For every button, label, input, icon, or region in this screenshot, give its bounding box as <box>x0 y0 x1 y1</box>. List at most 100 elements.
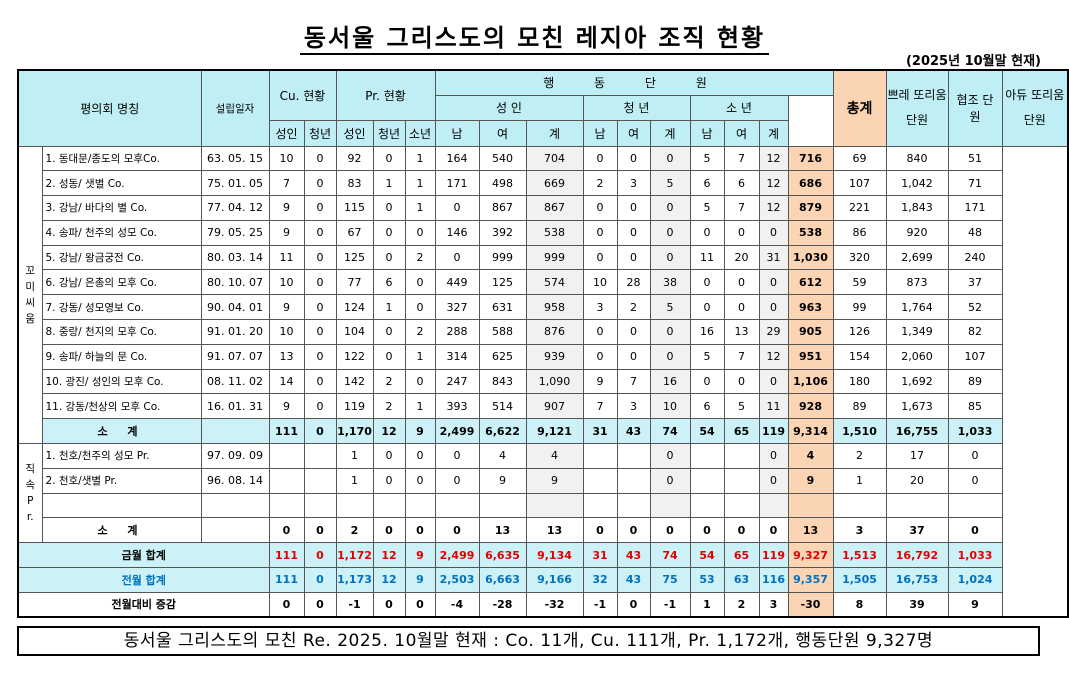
value-cell <box>268 467 305 494</box>
value-cell: 907 <box>525 393 584 420</box>
value-cell: 82 <box>947 319 1003 345</box>
value-cell: 1,033 <box>947 418 1003 445</box>
founded-date: 79. 05. 25 <box>200 219 270 246</box>
value-cell: 171 <box>434 170 480 197</box>
value-cell: 6,622 <box>478 418 527 445</box>
value-cell: 125 <box>335 244 374 271</box>
previous-month-row: 전월 합계 111 0 1,173 12 9 2,503 6,663 9,166 32 43 75 53… <box>17 567 1068 593</box>
value-cell: 1 <box>335 467 374 494</box>
subheader-cell: 청년 <box>303 119 337 147</box>
value-cell: 1,513 <box>832 542 887 569</box>
subheader-cell: 남 <box>689 119 725 147</box>
value-cell: 2 <box>832 443 887 469</box>
value-cell: 0 <box>758 443 789 469</box>
value-cell: 2,499 <box>434 418 480 445</box>
value-cell <box>947 492 1003 519</box>
value-cell: 1 <box>404 170 436 197</box>
value-cell: 146 <box>434 219 480 246</box>
value-cell: 10 <box>582 269 618 296</box>
value-cell <box>689 443 725 469</box>
value-cell: 1 <box>404 343 436 370</box>
value-cell: 0 <box>303 393 337 420</box>
subheader-cell: 청년 <box>372 119 406 147</box>
table-row: 3. 강남/ 바다의 별 Co. 77. 04. 12 9 0 115 0 1 0 867 867… <box>18 195 1068 221</box>
value-cell: 9 <box>947 591 1003 618</box>
value-cell: 0 <box>303 591 337 618</box>
table-row: 9. 송파/ 하늘의 문 Co. 91. 07. 07 13 0 122 0 1 314 625… <box>18 343 1068 370</box>
value-cell: 13 <box>525 517 584 544</box>
value-cell: 498 <box>478 170 527 197</box>
table-row: 4. 송파/ 천주의 성모 Co. 79. 05. 25 9 0 67 0 0 146 392 5… <box>18 219 1068 246</box>
value-cell: 0 <box>649 443 691 469</box>
value-cell: 0 <box>404 443 436 469</box>
value-cell: 9,357 <box>787 567 834 593</box>
subheader-cell: 계 <box>525 119 584 147</box>
value-cell: 31 <box>582 542 618 569</box>
value-cell: 1,505 <box>832 567 887 593</box>
value-cell: 63 <box>723 567 760 593</box>
value-cell: 0 <box>434 195 480 221</box>
value-cell <box>303 492 337 519</box>
council-name: 9. 송파/ 하늘의 문 Co. <box>41 343 202 370</box>
value-cell: 1,764 <box>885 294 949 321</box>
value-cell: 154 <box>832 343 887 370</box>
subheader-cell: 남 <box>434 119 480 147</box>
value-cell: -30 <box>787 591 834 618</box>
subheader-cell: 남 <box>582 119 618 147</box>
value-cell: 1,106 <box>787 368 834 395</box>
value-cell: 124 <box>335 294 374 321</box>
value-cell: 1,673 <box>885 393 949 420</box>
value-cell: 0 <box>689 219 725 246</box>
value-cell: 16,792 <box>885 542 949 569</box>
value-cell: 7 <box>723 195 760 221</box>
value-cell: 0 <box>947 443 1003 469</box>
value-cell: 75 <box>649 567 691 593</box>
value-cell: 449 <box>434 269 480 296</box>
value-cell: 538 <box>787 219 834 246</box>
value-cell: 1,510 <box>832 418 887 445</box>
value-cell: 12 <box>372 542 406 569</box>
value-cell: 240 <box>947 244 1003 271</box>
value-cell: 0 <box>372 443 406 469</box>
report-date: (2025년 10월말 현재) <box>905 54 1041 69</box>
value-cell: 686 <box>787 170 834 197</box>
value-cell: 2 <box>372 368 406 395</box>
council-name: 2. 천호/샛별 Pr. <box>41 467 202 494</box>
value-cell: 2,060 <box>885 343 949 370</box>
value-cell: 939 <box>525 343 584 370</box>
value-cell: 0 <box>372 343 406 370</box>
value-cell <box>478 492 527 519</box>
value-cell: 69 <box>832 145 887 172</box>
value-cell <box>372 492 406 519</box>
value-cell: 5 <box>689 343 725 370</box>
value-cell: 0 <box>372 195 406 221</box>
value-cell: 876 <box>525 319 584 345</box>
value-cell: 5 <box>689 195 725 221</box>
value-cell: 6 <box>372 269 406 296</box>
value-cell: 0 <box>434 517 480 544</box>
council-name: 1. 동대문/종도의 모후Co. <box>41 145 202 172</box>
value-cell: 879 <box>787 195 834 221</box>
subheader-cell: 계 <box>758 119 789 147</box>
value-cell: 1,042 <box>885 170 949 197</box>
council-name: 8. 중랑/ 천지의 모후 Co. <box>41 319 202 345</box>
page-title: 동서울 그리스도의 모친 레지아 조직 현황 <box>0 18 1069 55</box>
value-cell: 0 <box>268 591 305 618</box>
value-cell: 0 <box>723 517 760 544</box>
value-cell: 0 <box>372 319 406 345</box>
founded-date: 75. 01. 05 <box>200 170 270 197</box>
value-cell: 11 <box>689 244 725 271</box>
value-cell: 14 <box>268 368 305 395</box>
value-cell <box>616 492 651 519</box>
value-cell: 0 <box>404 591 436 618</box>
subtotal-label: 소 계 <box>41 517 202 544</box>
value-cell <box>335 492 374 519</box>
value-cell: 0 <box>303 542 337 569</box>
value-cell: 0 <box>582 195 618 221</box>
value-cell: 71 <box>947 170 1003 197</box>
value-cell: 9,134 <box>525 542 584 569</box>
summary-footer: 동서울 그리스도의 모친 Re. 2025. 10월말 현재 : Co. 11개… <box>17 626 1040 656</box>
value-cell: 6,635 <box>478 542 527 569</box>
value-cell: 704 <box>525 145 584 172</box>
value-cell: 0 <box>434 244 480 271</box>
